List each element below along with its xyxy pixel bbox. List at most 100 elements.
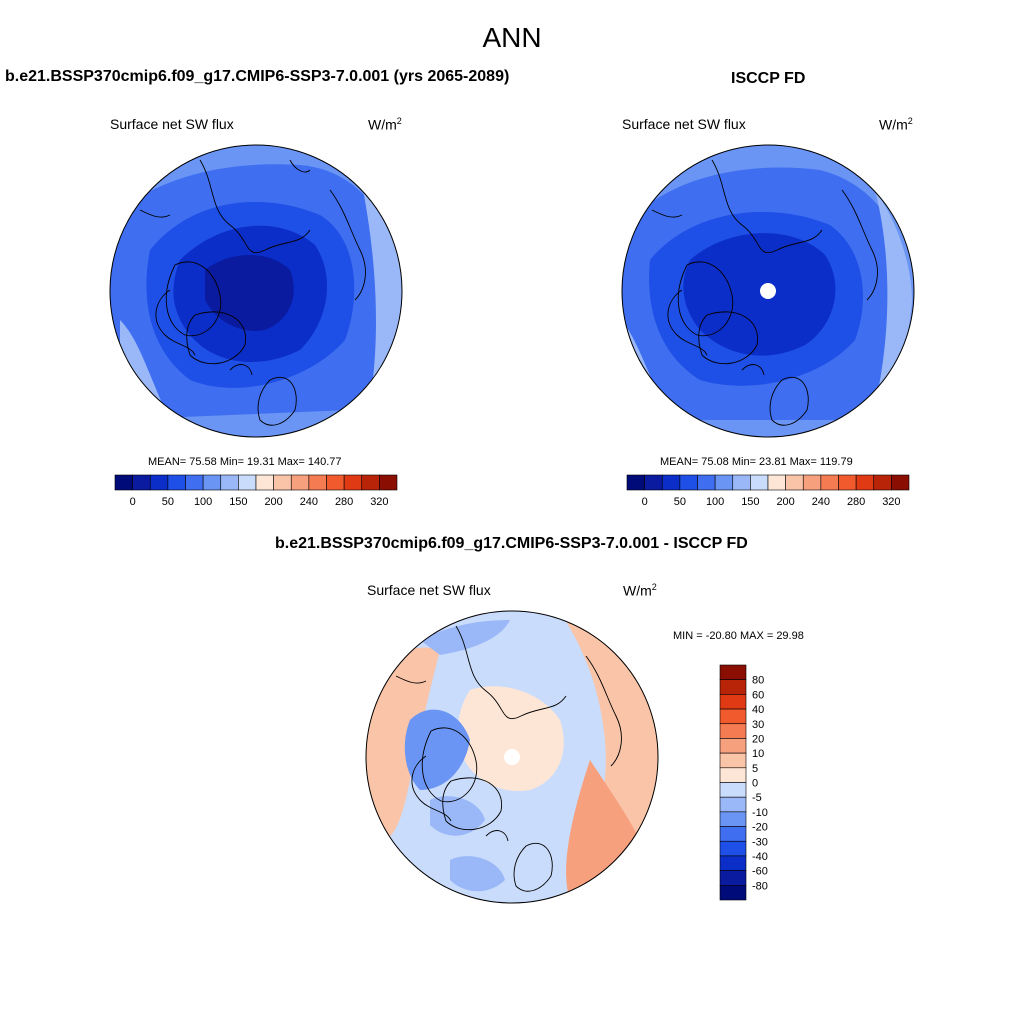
model-colorbar-tick-label: 0 [130,496,136,508]
model-colorbar-swatch [255,474,274,491]
obs-colorbar-swatch [767,474,786,491]
obs-colorbar-swatch [732,474,751,491]
obs-colorbar-swatch [891,474,910,491]
diff-colorbar-tick-label: 40 [752,704,764,716]
diff-colorbar-tick-label: 60 [752,689,764,701]
model-colorbar-swatch [185,474,204,491]
model-colorbar-swatch [326,474,345,491]
obs-colorbar-swatch [873,474,892,491]
diff-colorbar-swatch [719,738,747,754]
obs-colorbar-swatch [750,474,769,491]
model-colorbar-tick-label: 50 [162,496,174,508]
obs-colorbar: 0 50 100 150 200 240 280 320 [626,474,910,508]
diff-colorbar-tick-label: 30 [752,719,764,731]
model-variable-label: Surface net SW flux [110,116,234,132]
model-panel-title: b.e21.BSSP370cmip6.f09_g17.CMIP6-SSP3-7.… [5,68,510,85]
diff-colorbar-tick-label: -30 [752,836,768,848]
model-colorbar-swatch [132,474,151,491]
obs-coastlines [651,159,878,426]
obs-colorbar-swatch [785,474,804,491]
model-units-label: W/m2 [368,116,402,133]
obs-colorbar-swatch [838,474,857,491]
diff-coastlines [395,625,622,892]
model-polar-map [110,145,402,437]
model-colorbar-tick-label: 240 [300,496,318,508]
model-colorbar-tick-label: 320 [370,496,388,508]
obs-polar-map [622,145,914,437]
diff-colorbar-swatch [719,664,747,680]
diff-colorbar-tick-label: -80 [752,880,768,892]
model-colorbar-tick-label: 150 [229,496,247,508]
model-colorbar-swatch [238,474,257,491]
figure-title: ANN [482,22,542,53]
diff-polar-map [366,611,658,903]
obs-panel-title: ISCCP FD [731,70,806,87]
diff-colorbar: 80 60 40 30 20 10 5 0 -5 -10 -20 -30 -40 -60 -80 [719,664,768,901]
diff-colorbar-swatch [719,782,747,798]
obs-colorbar-tick-label: 0 [642,496,648,508]
obs-colorbar-tick-label: 150 [741,496,759,508]
obs-colorbar-swatch [820,474,839,491]
diff-colorbar-tick-label: -40 [752,851,768,863]
diff-colorbar-tick-label: -20 [752,822,768,834]
model-colorbar-swatch [149,474,169,491]
diff-colorbar-swatch [719,826,747,842]
model-map-border [109,144,403,438]
diff-colorbar-tick-label: -60 [752,866,768,878]
model-colorbar-swatch [361,474,380,491]
model-colorbar-swatch [114,474,133,491]
model-colorbar-swatch [290,474,310,491]
obs-colorbar-swatch [626,474,645,491]
diff-colorbar-tick-label: -10 [752,807,768,819]
model-colorbar-swatch [379,474,398,491]
diff-units-label: W/m2 [623,582,657,599]
obs-colorbar-tick-label: 100 [706,496,724,508]
diff-colorbar-swatch [719,723,747,739]
obs-colorbar-tick-label: 280 [847,496,865,508]
model-colorbar-tick-label: 100 [194,496,212,508]
obs-colorbar-swatch [714,474,734,491]
obs-colorbar-tick-label: 50 [674,496,686,508]
diff-variable-label: Surface net SW flux [367,582,491,598]
model-colorbar-swatch [202,474,222,491]
diff-colorbar-swatch [719,870,747,886]
obs-colorbar-swatch [697,474,716,491]
model-colorbar-swatch [273,474,292,491]
model-colorbar-swatch [167,474,186,491]
obs-colorbar-tick-label: 200 [776,496,794,508]
model-colorbar-swatch [220,474,239,491]
obs-colorbar-swatch [644,474,663,491]
model-colorbar: 0 50 100 150 200 240 280 320 [114,474,398,508]
diff-colorbar-swatch [719,840,747,857]
obs-stats: MEAN= 75.08 Min= 23.81 Max= 119.79 [660,456,853,468]
model-stats: MEAN= 75.58 Min= 19.31 Max= 140.77 [148,456,342,468]
diff-colorbar-tick-label: 0 [752,778,758,790]
diff-map-border [365,610,659,904]
diff-colorbar-tick-label: 20 [752,733,764,745]
diff-colorbar-tick-label: 5 [752,763,758,775]
diff-colorbar-swatch [719,694,747,710]
diff-colorbar-swatch [719,767,747,783]
obs-colorbar-swatch [679,474,698,491]
model-coastlines [139,159,366,426]
diff-colorbar-tick-label: 10 [752,748,764,760]
diff-stats: MIN = -20.80 MAX = 29.98 [673,630,804,642]
diff-colorbar-swatch [719,708,747,725]
obs-colorbar-swatch [661,474,681,491]
diff-colorbar-tick-label: -5 [752,792,762,804]
obs-variable-label: Surface net SW flux [622,116,746,132]
obs-colorbar-tick-label: 320 [882,496,900,508]
diff-colorbar-swatch [719,811,747,827]
model-colorbar-swatch [343,474,363,491]
obs-map-border [621,144,915,438]
diff-colorbar-swatch [719,752,747,769]
diff-colorbar-swatch [719,885,747,901]
model-colorbar-tick-label: 200 [264,496,282,508]
diff-colorbar-swatch [719,855,747,871]
obs-colorbar-tick-label: 240 [812,496,830,508]
obs-colorbar-swatch [802,474,822,491]
obs-units-label: W/m2 [879,116,913,133]
obs-colorbar-swatch [855,474,875,491]
diff-colorbar-swatch [719,796,747,813]
